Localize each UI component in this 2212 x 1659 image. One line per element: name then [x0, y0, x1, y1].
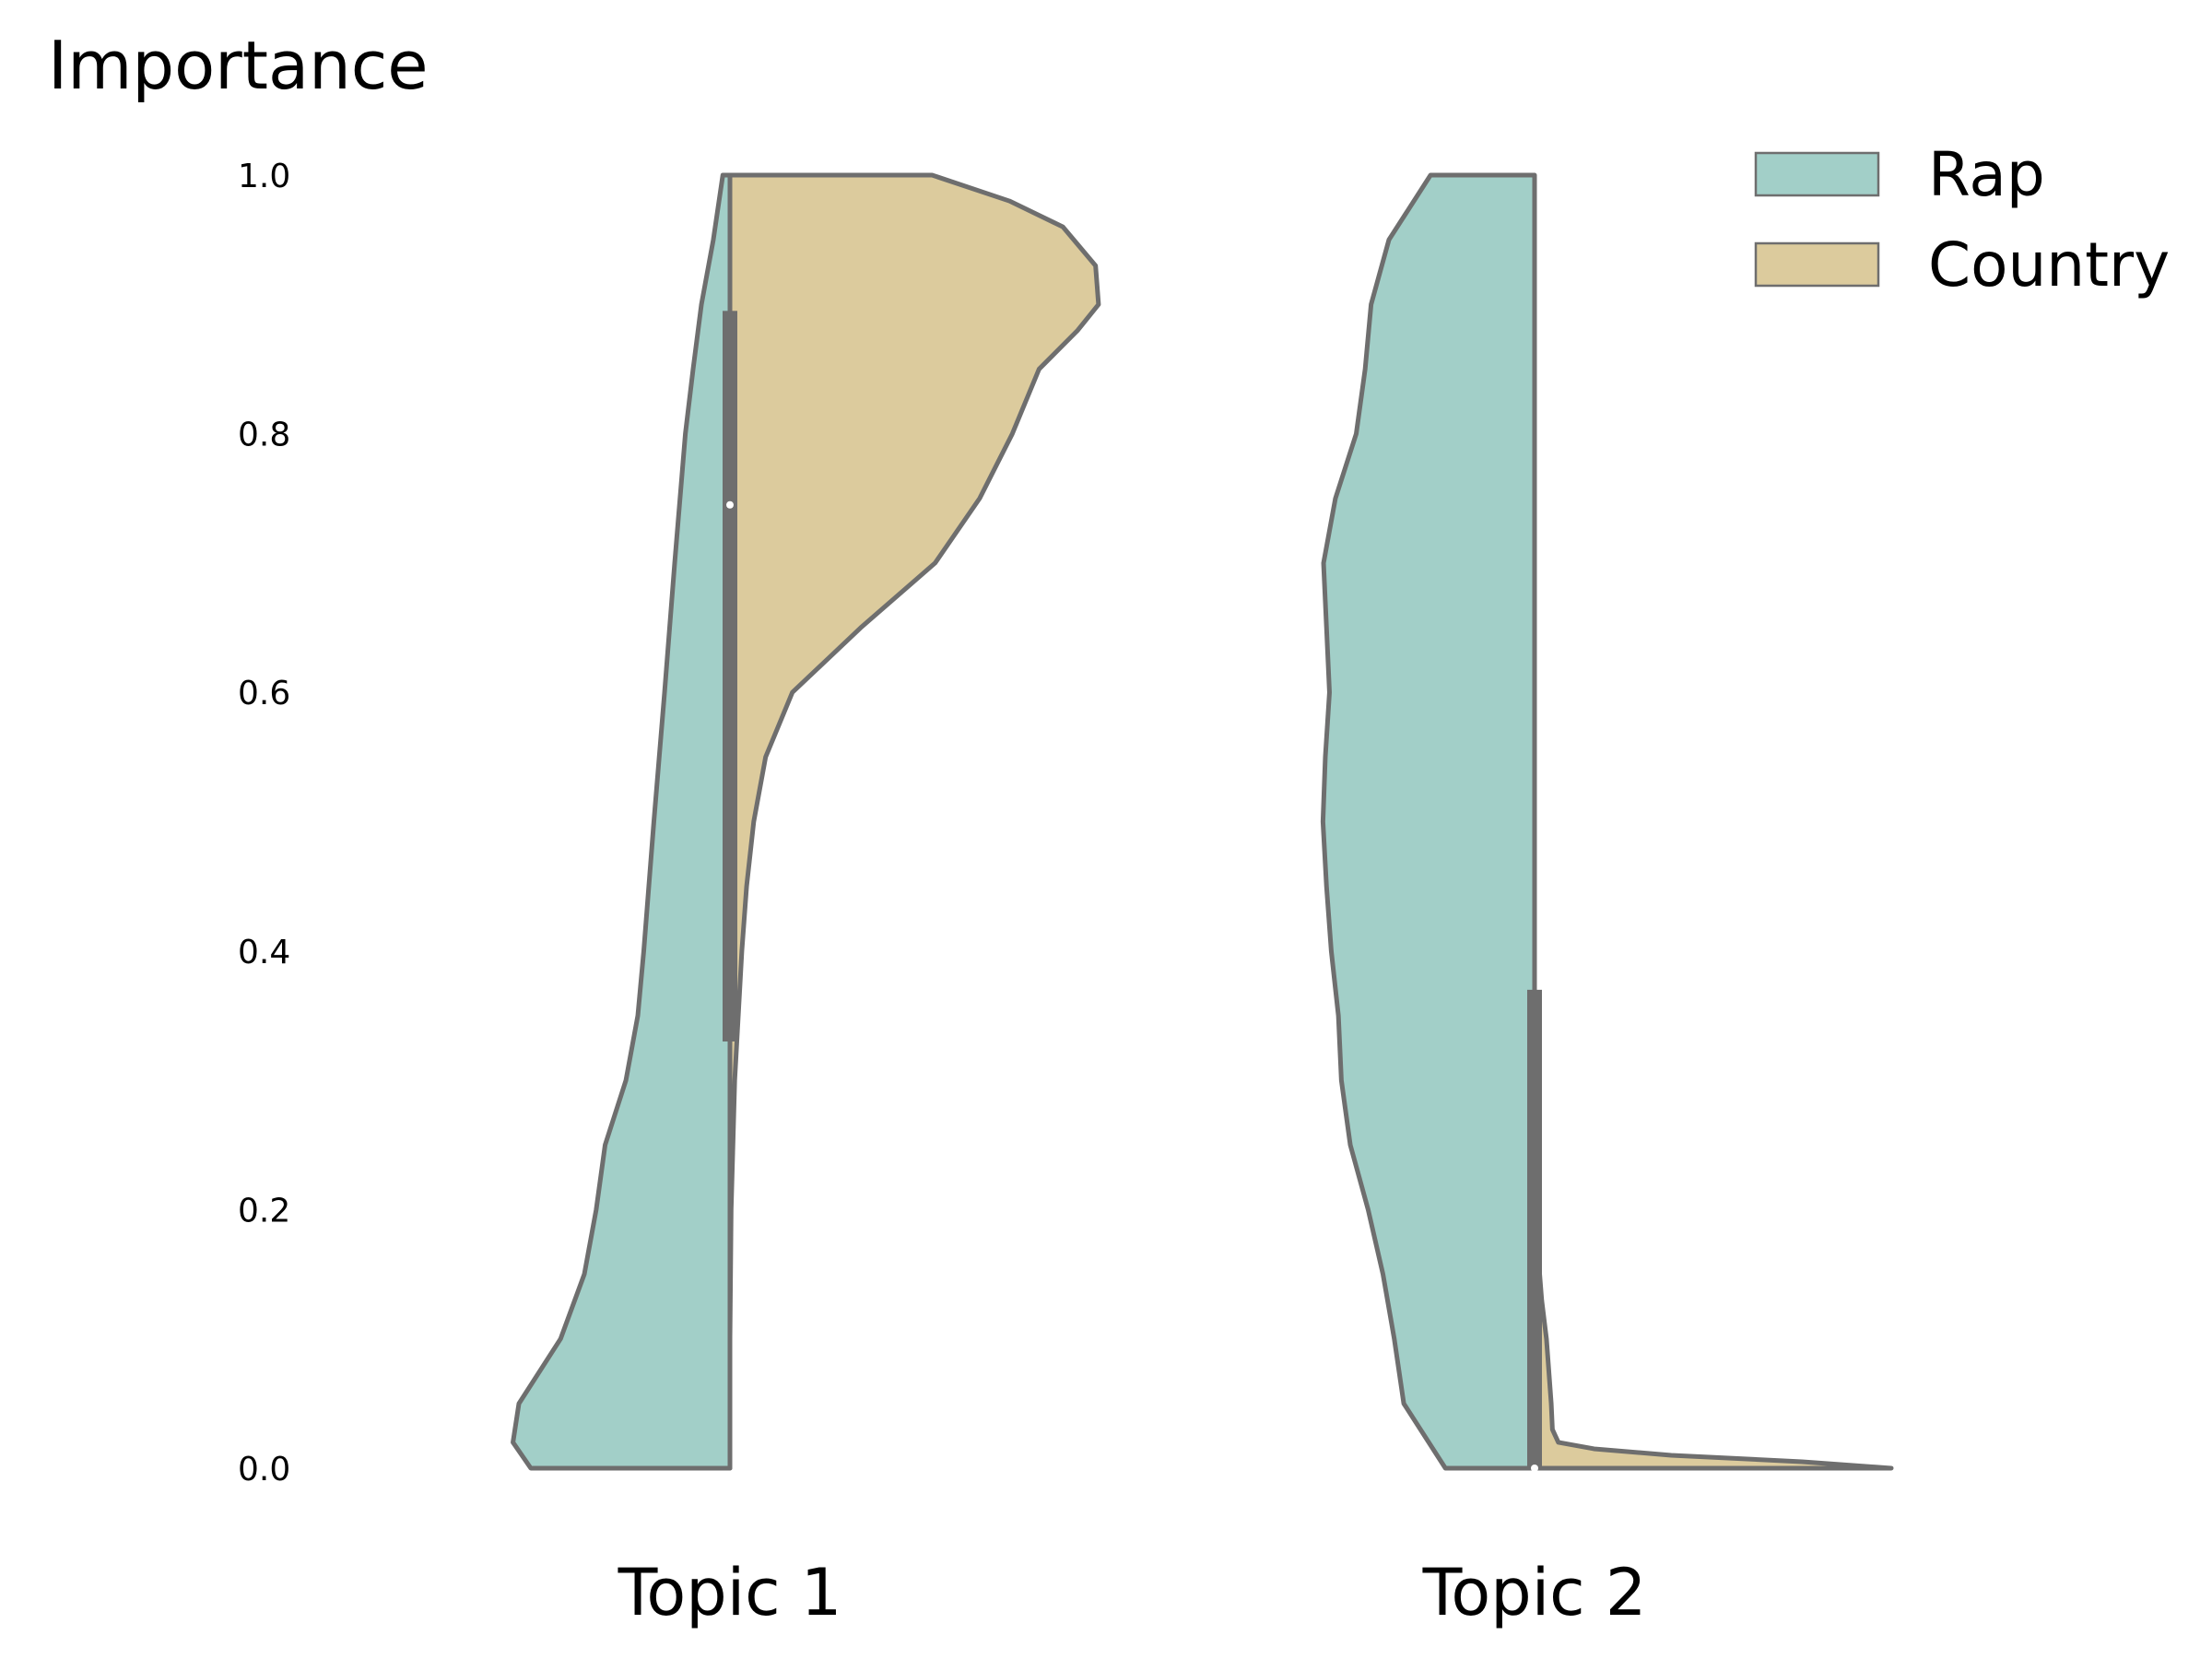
- x-tick-label: Topic 1: [618, 1555, 842, 1630]
- box-plots: [723, 175, 1542, 1472]
- box-median-1: [726, 500, 734, 509]
- legend-swatch-country: [1754, 241, 1880, 288]
- y-tick-label: 0.2: [238, 1192, 290, 1230]
- violin-rap-2: [1320, 172, 1537, 1471]
- violin-country-2: [1532, 1206, 1894, 1471]
- violin-rap-1: [511, 172, 733, 1471]
- box-iqr-2: [1527, 989, 1542, 1468]
- y-tick-label: 0.6: [238, 675, 290, 712]
- y-tick-label: 0.8: [238, 417, 290, 454]
- x-tick-label: Topic 2: [1422, 1555, 1647, 1630]
- y-tick-label: 0.4: [238, 934, 290, 971]
- legend-swatch-rap: [1754, 151, 1880, 197]
- y-tick-label: 1.0: [238, 158, 290, 195]
- violins: [511, 172, 1894, 1471]
- y-axis-ticks: 0.0 0.2 0.4 0.6 0.8 1.0: [238, 158, 290, 1488]
- legend-label-country: Country: [1928, 229, 2170, 300]
- violin-country-1: [727, 172, 1101, 1471]
- y-tick-label: 0.0: [238, 1451, 290, 1488]
- box-median-2: [1531, 1465, 1538, 1472]
- legend: Rap Country: [1754, 139, 2170, 300]
- x-axis-ticks: Topic 1 Topic 2: [618, 1555, 1647, 1630]
- legend-label-rap: Rap: [1928, 139, 2045, 210]
- box-iqr-1: [723, 311, 737, 1042]
- y-axis-title: Importance: [48, 27, 429, 104]
